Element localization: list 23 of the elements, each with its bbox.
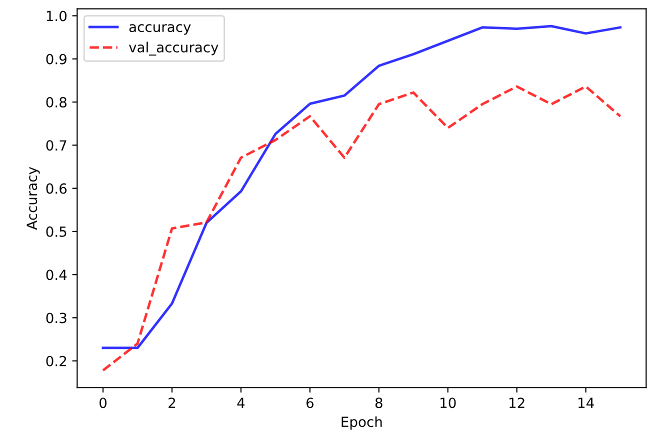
y-tick-label: 0.6 [46,183,67,194]
line-series [102,85,622,372]
y-tick-label: 0.7 [46,140,66,151]
x-tick-label: 0 [100,398,107,408]
x-axis-title: Epoch [342,416,382,430]
y-tick-label: 0.9 [46,54,66,64]
x-tick-label: 10 [440,398,456,408]
x-tick-label: 12 [510,398,524,408]
y-tick-label: 0.8 [46,97,66,108]
x-tick-label: 14 [578,398,594,408]
y-axis-title: Accuracy [26,166,40,230]
x-tick-label: 6 [306,398,314,408]
line-series [102,24,622,350]
y-tick-label: 0.4 [46,270,67,280]
y-tick-label: 0.5 [46,226,66,237]
x-tick-label: 4 [237,398,245,408]
y-tick-label: 0.3 [46,312,66,324]
legend-label: val_accuracy [128,42,218,56]
x-tick-label: 2 [168,398,176,408]
y-tick-label: 0.2 [46,356,66,366]
legend-label: accuracy [129,24,191,35]
x-tick-label: 8 [375,398,382,408]
y-tick-label: 1.0 [46,10,67,22]
